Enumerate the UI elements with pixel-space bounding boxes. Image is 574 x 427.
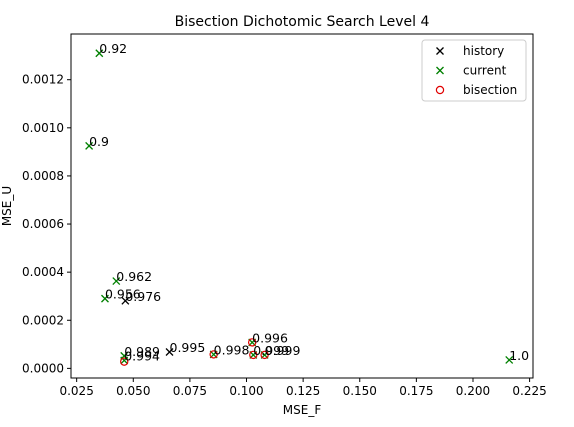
x-tick-label: 0.200: [456, 384, 490, 398]
point-annotation: 0.999: [253, 343, 289, 358]
y-tick-label: 0.0010: [22, 121, 64, 135]
point-annotation: 0.989: [124, 344, 160, 359]
series-history: [121, 296, 174, 356]
point-annotation: 0.976: [125, 289, 161, 304]
x-tick-label: 0.150: [343, 384, 377, 398]
x-tick-label: 0.225: [512, 384, 546, 398]
current-point: [112, 277, 121, 286]
point-annotation: 0.92: [99, 41, 127, 56]
point-annotation: 1.0: [509, 348, 529, 363]
point-annotation: 0.994: [124, 348, 160, 363]
y-tick-label: 0.0012: [22, 73, 64, 87]
x-tick-label: 0.125: [286, 384, 320, 398]
bisection-point: [249, 350, 258, 360]
x-tick-label: 0.050: [116, 384, 150, 398]
legend-label-bisection: bisection: [463, 83, 517, 97]
bisection-point: [209, 350, 218, 359]
current-point: [85, 141, 94, 150]
y-axis-label: MSE_U: [0, 186, 14, 226]
bisection-point: [120, 357, 129, 366]
bisection-point: [247, 338, 257, 347]
x-tick-label: 0.100: [229, 384, 263, 398]
y-tick-label: 0.0008: [22, 169, 64, 183]
point-annotation: 0.998: [214, 342, 250, 357]
point-annotation: 0.962: [116, 269, 152, 284]
y-tick-label: 0.0004: [22, 265, 64, 279]
x-tick-label: 0.075: [173, 384, 207, 398]
legend-marker-bisection: [435, 85, 445, 95]
current-point: [120, 356, 129, 365]
y-tick-label: 0.0000: [22, 361, 64, 375]
legend-marker-current: [436, 66, 444, 75]
legend: history current bisection: [421, 39, 527, 102]
y-tick-label: 0.0002: [22, 313, 64, 327]
history-point: [165, 348, 174, 356]
point-annotation: 0.9: [89, 134, 109, 149]
legend-box: [421, 39, 527, 102]
bisection-point: [260, 350, 269, 360]
current-point: [95, 49, 104, 58]
point-annotation: 0.995: [170, 340, 206, 355]
point-annotation: 0.956: [105, 287, 141, 302]
legend-label-current: current: [463, 64, 507, 78]
chart-title: Bisection Dichotomic Search Level 4: [175, 14, 430, 30]
current-point: [505, 355, 514, 364]
axes-frame: [70, 33, 534, 379]
current-point: [101, 294, 109, 303]
point-annotation: 0.999: [265, 343, 301, 358]
point-annotation: 0.996: [252, 330, 288, 345]
x-tick-label: 0.175: [399, 384, 433, 398]
series-bisection: [120, 338, 269, 366]
y-tick-label: 0.0006: [22, 217, 64, 231]
axes: 0.025 0.050 0.075 0.100 0.125 0.150 0.175 0.200…: [22, 33, 547, 398]
x-axis-label: MSE_F: [283, 403, 322, 417]
legend-label-history: history: [463, 44, 504, 58]
history-point: [121, 296, 130, 305]
x-tick-label: 0.025: [59, 384, 93, 398]
legend-marker-history: [436, 47, 444, 55]
